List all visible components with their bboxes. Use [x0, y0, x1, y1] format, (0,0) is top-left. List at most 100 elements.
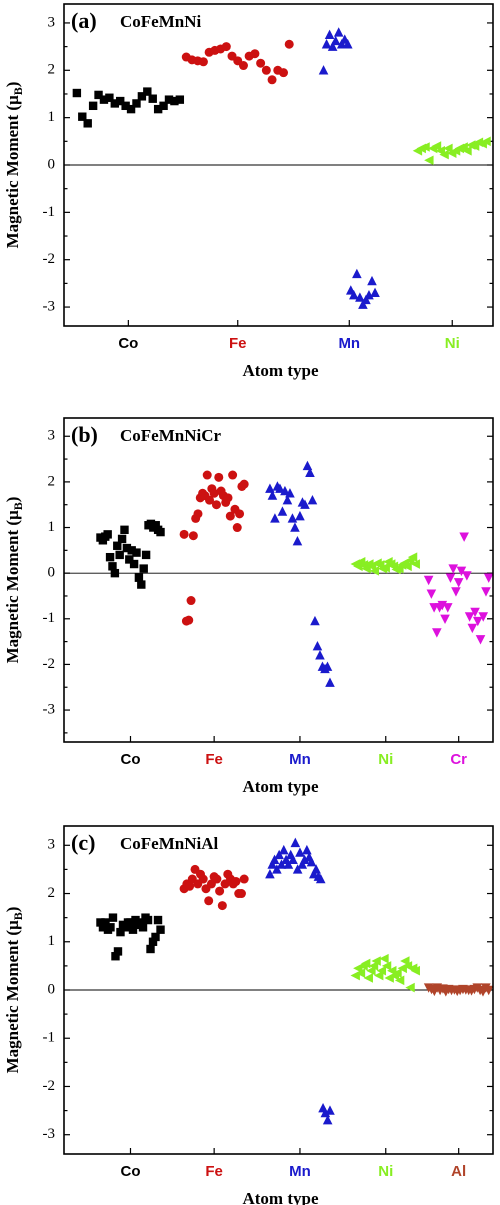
category-label-mn: Mn	[289, 751, 311, 768]
data-point-co	[151, 932, 160, 942]
data-point-mn	[342, 39, 353, 49]
y-tick-label: 0	[48, 156, 56, 172]
data-point-cr	[475, 635, 486, 645]
y-tick-label: -1	[43, 610, 56, 626]
data-point-ni	[374, 970, 384, 981]
data-point-ni	[379, 953, 389, 964]
data-point-mn	[267, 859, 278, 869]
data-point-co	[111, 952, 120, 961]
data-point-mn	[322, 661, 333, 671]
data-point-mn	[318, 65, 329, 75]
data-point-co	[110, 568, 120, 578]
data-point-ni	[381, 961, 392, 971]
data-point-mn	[330, 35, 341, 46]
data-point-mn	[324, 29, 335, 39]
data-point-co	[96, 918, 105, 927]
data-point-ni	[369, 566, 380, 576]
data-point-cr	[459, 532, 469, 542]
data-point-mn	[311, 864, 321, 874]
y-tick-label: 0	[48, 981, 56, 997]
data-point-fe	[221, 42, 231, 52]
series-al	[423, 983, 494, 997]
data-point-co	[151, 521, 160, 530]
data-point-mn	[290, 837, 301, 848]
data-point-mn	[295, 847, 305, 857]
data-point-cr	[472, 616, 483, 627]
category-label-ni: Ni	[378, 1163, 393, 1180]
data-point-co	[132, 99, 141, 108]
data-point-co	[113, 541, 122, 550]
data-point-co	[146, 944, 155, 954]
data-point-co	[175, 95, 185, 104]
data-point-co	[164, 95, 174, 104]
data-point-co	[121, 923, 130, 932]
data-point-fe	[239, 479, 249, 489]
data-point-co	[125, 555, 134, 564]
data-point-cr	[448, 564, 459, 574]
y-axis-label: Magnetic Moment (μB)	[3, 497, 25, 664]
data-point-fe	[212, 874, 222, 884]
data-point-co	[117, 534, 127, 544]
y-tick-label: 1	[48, 519, 56, 535]
data-point-mn	[287, 513, 298, 523]
data-point-mn	[370, 287, 380, 298]
data-point-co	[110, 99, 120, 108]
data-point-mn	[325, 677, 335, 687]
y-axis-label: Magnetic Moment (μB)	[3, 82, 25, 249]
data-point-co	[153, 104, 163, 114]
y-tick-label: -3	[43, 298, 56, 314]
data-point-mn	[265, 869, 275, 879]
data-point-fe	[236, 889, 246, 899]
category-label-fe: Fe	[205, 1163, 223, 1180]
series-cr	[423, 532, 494, 645]
data-point-mn	[280, 485, 290, 496]
data-point-mn	[265, 483, 275, 493]
series-mn	[265, 460, 335, 687]
data-point-mn	[275, 483, 285, 493]
data-point-fe	[205, 495, 215, 505]
data-point-mn	[307, 494, 318, 505]
data-point-fe	[279, 68, 289, 78]
category-label-co: Co	[120, 1163, 140, 1180]
data-point-cr	[478, 612, 489, 622]
series-ni	[350, 953, 420, 993]
category-label-ni: Ni	[378, 751, 393, 768]
data-point-co	[116, 927, 125, 937]
data-point-cr	[462, 571, 472, 581]
data-point-co	[170, 96, 179, 106]
data-point-co	[116, 96, 125, 106]
data-point-mn	[292, 536, 303, 546]
data-point-mn	[325, 1105, 335, 1115]
data-point-co	[126, 918, 135, 927]
data-point-fe	[188, 531, 198, 541]
data-point-ni	[376, 965, 387, 976]
data-point-fe	[214, 472, 224, 482]
data-point-mn	[272, 864, 282, 874]
data-point-fe	[202, 470, 212, 480]
plot-frame	[63, 3, 494, 327]
data-point-mn	[288, 854, 298, 864]
y-tick-label: 3	[48, 428, 56, 444]
data-point-co	[108, 913, 118, 922]
data-point-co	[83, 119, 92, 128]
data-point-mn	[270, 513, 280, 523]
category-label-fe: Fe	[205, 751, 223, 768]
panel-label: (c)	[71, 830, 95, 855]
data-point-co	[138, 923, 148, 932]
data-point-mn	[310, 615, 320, 626]
data-point-mn	[282, 494, 293, 505]
data-point-cr	[470, 607, 480, 618]
series-mn	[318, 27, 380, 309]
category-label-fe: Fe	[229, 335, 247, 352]
y-axis-label: Magnetic Moment (μB)	[3, 907, 25, 1074]
data-point-cr	[453, 578, 464, 588]
data-point-mn	[274, 849, 284, 860]
data-point-co	[106, 923, 115, 932]
data-point-co	[156, 527, 165, 537]
y-tick-label: 3	[48, 837, 56, 853]
y-tick-label: 2	[48, 62, 56, 78]
series-co	[72, 87, 185, 128]
data-point-ni	[410, 559, 420, 569]
data-point-fe	[239, 874, 249, 884]
